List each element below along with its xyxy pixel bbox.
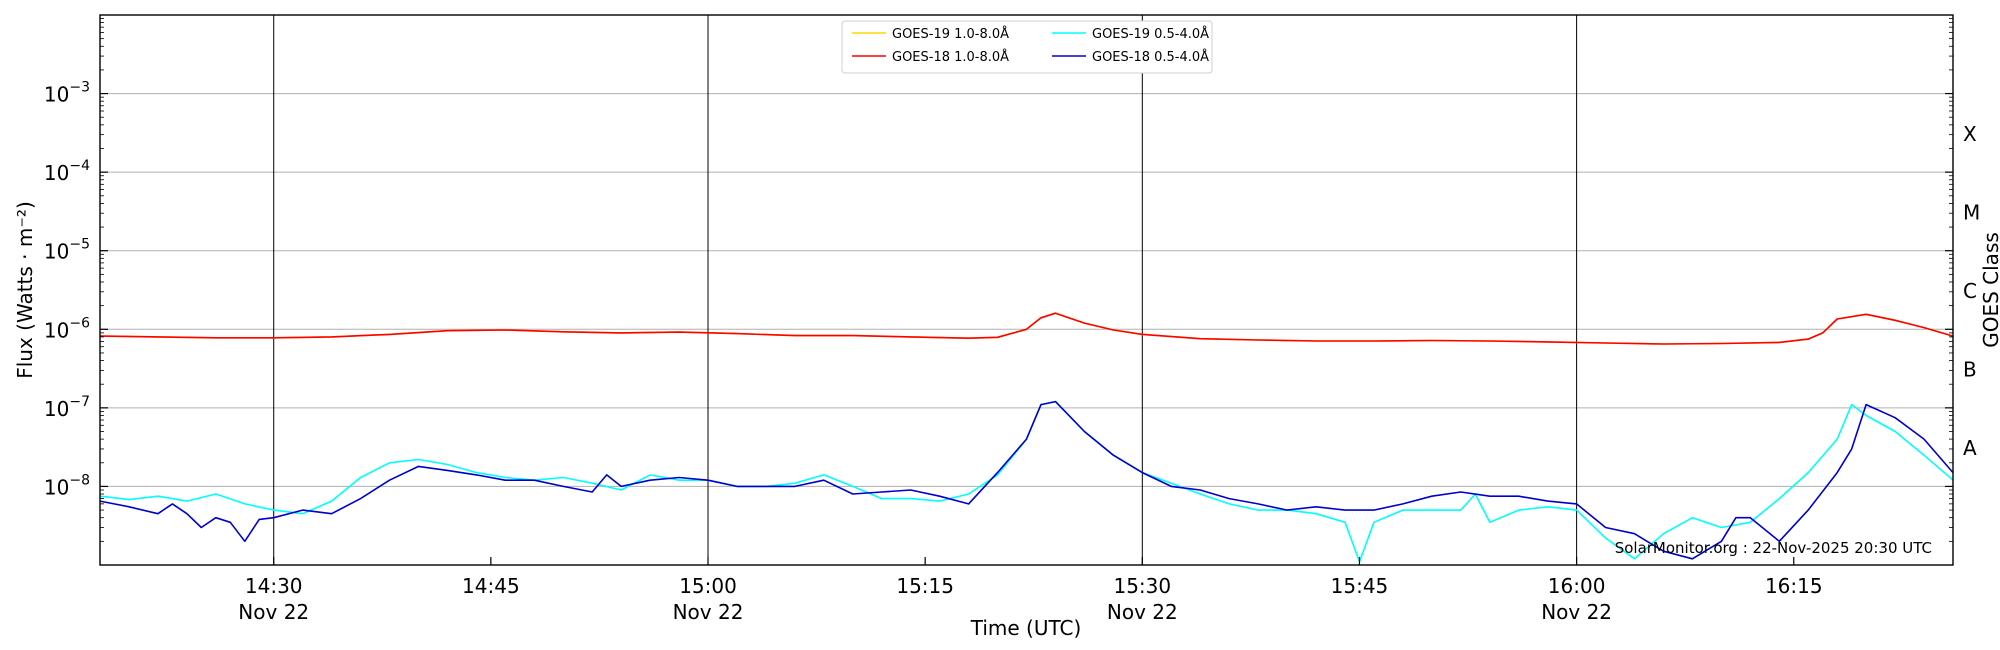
x-tick-label: 15:45	[1331, 574, 1389, 598]
series-lines	[99, 312, 1954, 563]
legend-entry-label: GOES-19 0.5-4.0Å	[1092, 26, 1209, 42]
x-axis-label: Time (UTC)	[970, 616, 1082, 640]
x-tick-date-label: Nov 22	[673, 600, 744, 624]
goes-class-label: C	[1963, 279, 1977, 303]
x-tick-date-label: Nov 22	[1107, 600, 1178, 624]
legend-entry-label: GOES-19 1.0-8.0Å	[892, 26, 1009, 42]
goes-class-label: B	[1963, 358, 1977, 382]
y-tick-label: 10−5	[44, 237, 90, 264]
y-tick-label: 10−6	[44, 315, 90, 342]
goes-class-label: M	[1963, 200, 1980, 224]
x-tick-label: 14:30	[245, 574, 303, 598]
legend-entry-label: GOES-18 0.5-4.0Å	[1092, 49, 1209, 65]
goes-class-label: A	[1963, 436, 1977, 460]
y-tick-label: 10−4	[44, 158, 90, 185]
y-tick-label: 10−8	[44, 472, 90, 499]
plot-frame	[99, 14, 1954, 566]
x-tick-date-label: Nov 22	[238, 600, 309, 624]
x-tick-date-label: Nov 22	[1541, 600, 1612, 624]
x-tick-label: 15:15	[896, 574, 954, 598]
series-line-goes-18-1-0-8-0-	[99, 312, 1954, 345]
x-tick-label: 16:15	[1765, 574, 1823, 598]
y-axis-label: Flux (Watts · m⁻²)	[13, 201, 37, 379]
legend-box	[841, 20, 1213, 74]
solarmonitor-annotation: SolarMonitor.org : 22-Nov-2025 20:30 UTC	[1615, 539, 1932, 557]
y-tick-label: 10−3	[44, 80, 90, 107]
goes-class-label: X	[1963, 122, 1977, 146]
x-tick-label: 14:45	[462, 574, 520, 598]
y-tick-label: 10−7	[44, 394, 90, 421]
x-tick-label: 15:30	[1113, 574, 1171, 598]
series-line-goes-18-0-5-4-0-	[99, 400, 1954, 560]
x-tick-label: 15:00	[679, 574, 737, 598]
legend-entry-label: GOES-18 1.0-8.0Å	[892, 49, 1009, 65]
legend: GOES-19 1.0-8.0Å GOES-18 1.0-8.0Å GOES-19 …	[841, 20, 1213, 74]
x-tick-label: 16:00	[1548, 574, 1606, 598]
y-axis-right-label: GOES Class	[1979, 232, 2000, 348]
